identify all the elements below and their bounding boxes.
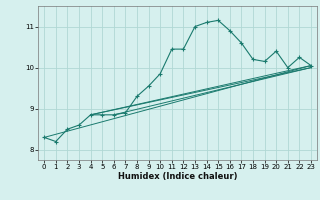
X-axis label: Humidex (Indice chaleur): Humidex (Indice chaleur) [118,172,237,181]
